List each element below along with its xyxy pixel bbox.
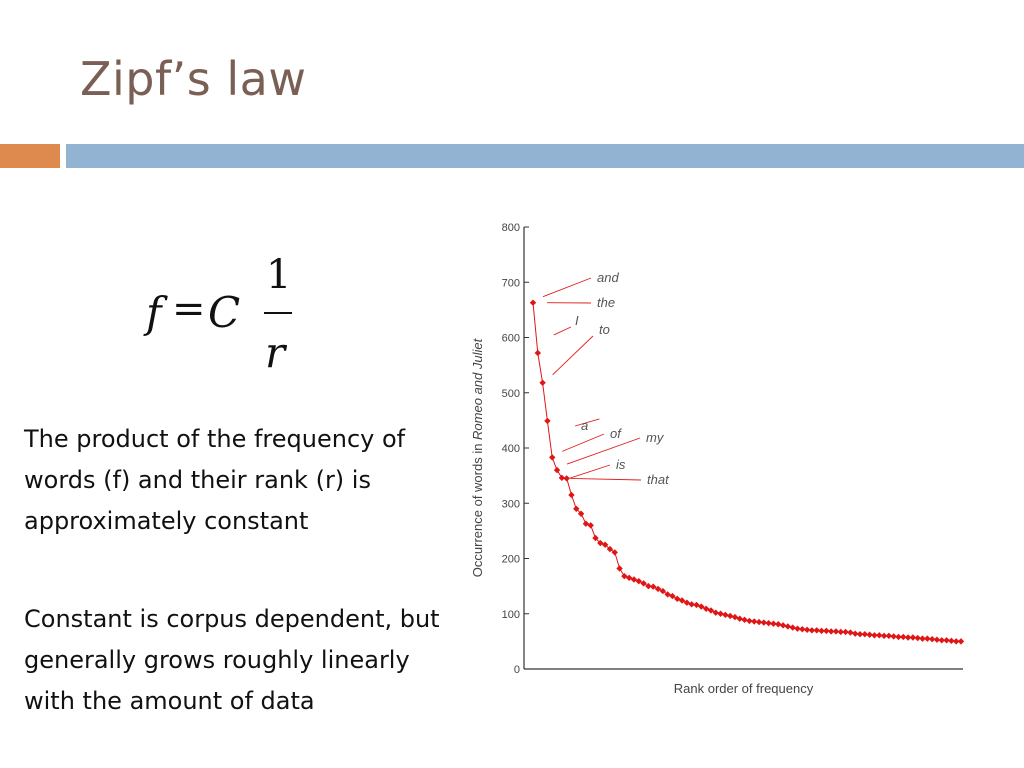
data-point (592, 534, 599, 542)
data-point (722, 611, 729, 619)
paragraph-corpus-dependent: Constant is corpus dependent, but genera… (24, 605, 440, 715)
formula-f: f (146, 288, 162, 337)
annotation-label-that: that (647, 472, 670, 487)
data-point (630, 576, 638, 583)
y-tick-label: 100 (502, 609, 520, 621)
data-point (856, 630, 864, 638)
title-accent-bar-orange (0, 144, 60, 168)
annotation-label-and: and (597, 270, 619, 285)
data-point (895, 633, 902, 641)
annotation-label-of: of (610, 426, 622, 441)
data-point (852, 630, 859, 637)
data-point (957, 638, 965, 645)
annotation-leader-I (553, 326, 572, 336)
data-point (794, 625, 801, 632)
data-point (837, 628, 844, 636)
formula-fraction-bar (264, 312, 292, 314)
annotation-label-my: my (646, 430, 665, 445)
annotation-label-the: the (597, 295, 615, 310)
data-point (549, 454, 556, 461)
annotation-leader-that (570, 477, 642, 481)
annotation-leader-lines (542, 277, 642, 481)
data-point (938, 637, 945, 644)
annotation-leader-is (567, 464, 611, 480)
data-point (616, 565, 623, 572)
x-axis-label: Rank order of frequency (674, 681, 814, 696)
y-tick-label: 400 (502, 443, 520, 455)
data-point (529, 299, 537, 306)
data-point (674, 595, 681, 603)
y-tick-label: 0 (514, 664, 520, 676)
data-point (880, 632, 888, 640)
y-tick-label: 500 (502, 388, 520, 400)
y-axis-label-prefix: Occurrence of words in (470, 440, 485, 577)
y-tick-label: 700 (502, 277, 520, 289)
data-point (861, 630, 869, 638)
formula-equals: = (172, 286, 206, 332)
formula-numerator: 1 (266, 252, 292, 298)
data-point (568, 491, 575, 499)
annotation-leader-of (562, 433, 605, 452)
data-point (534, 349, 542, 357)
series-line (532, 302, 961, 642)
data-point (539, 379, 546, 387)
data-point (698, 603, 705, 610)
data-point (741, 616, 748, 624)
data-point (755, 618, 763, 626)
data-point (751, 618, 758, 625)
y-tick-label: 800 (502, 222, 520, 234)
data-point (544, 417, 551, 425)
title-accent-bar-blue (66, 144, 1024, 168)
slide-title: Zipf’s law (80, 52, 307, 106)
data-point (876, 632, 883, 639)
paragraph-product-constant: The product of the frequency of words (f… (24, 425, 406, 535)
annotation-leader-a (574, 418, 600, 427)
data-point (553, 466, 561, 474)
annotation-labels: and the Ito a of my is that (575, 270, 670, 487)
y-axis-label-title: Romeo and Juliet (470, 337, 485, 440)
y-tick-label: 200 (502, 554, 520, 566)
data-point (678, 597, 686, 604)
series-rank-frequency (529, 299, 965, 645)
annotation-label-is: is (616, 457, 626, 472)
annotation-label-I: I (575, 313, 579, 328)
data-point (712, 609, 719, 616)
y-tick-label: 300 (502, 498, 520, 510)
annotation-leader-to (552, 335, 594, 376)
y-tick-label: 600 (502, 333, 520, 345)
annotation-leader-my (566, 437, 641, 465)
zipf-formula: f = C 1 r (140, 250, 320, 380)
data-point (611, 549, 618, 556)
annotation-leader-and (542, 277, 592, 298)
data-point (693, 601, 700, 609)
annotation-label-a: a (581, 418, 588, 433)
data-point (601, 541, 609, 548)
data-point (952, 638, 960, 645)
annotation-label-to: to (599, 322, 610, 337)
data-point (726, 612, 734, 620)
data-point (789, 624, 796, 631)
y-axis-label: Occurrence of words in Romeo and Juliet (470, 337, 485, 577)
data-point (847, 629, 854, 636)
data-point (645, 582, 652, 590)
data-point (784, 623, 792, 630)
data-point (563, 475, 570, 482)
data-point (775, 621, 782, 628)
formula-c: C (208, 288, 241, 337)
formula-denominator: r (265, 328, 286, 377)
data-point (779, 622, 787, 629)
y-axis: 0 100 200 300 400 500 600 700 800 (502, 222, 529, 676)
data-point (717, 610, 724, 617)
data-point (621, 572, 628, 580)
zipf-rank-frequency-chart: 0 100 200 300 400 500 600 700 800 and the Ito a of my… (470, 222, 965, 696)
